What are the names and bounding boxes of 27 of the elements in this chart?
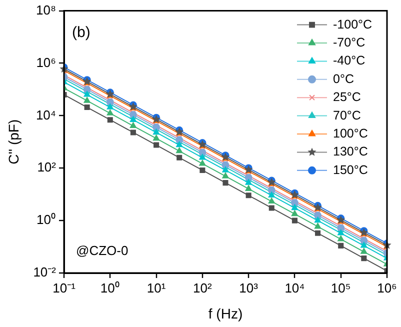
legend-label: 100°C — [333, 126, 368, 140]
y-tick-label: 10⁶ — [36, 54, 56, 70]
x-tick-label: 10⁶ — [377, 280, 397, 296]
y-tick-label: 10⁻² — [33, 264, 57, 280]
y-tick-label: 10⁸ — [36, 2, 56, 18]
x-tick-label: 10⁴ — [284, 280, 305, 296]
x-tick-label: 10³ — [239, 280, 259, 296]
x-tick-label: 10⁻¹ — [52, 280, 76, 296]
y-tick-label: 10⁴ — [36, 107, 56, 122]
legend-label: 150°C — [333, 162, 368, 177]
legend-label: -70°C — [333, 35, 366, 50]
x-axis-title: f (Hz) — [208, 305, 243, 322]
x-tick-label: 10⁵ — [330, 280, 351, 296]
annotation: @CZO-0 — [76, 243, 128, 258]
x-tick-label: 10¹ — [146, 280, 166, 296]
legend-label: 0°C — [333, 72, 354, 86]
legend-label: -40°C — [333, 54, 366, 68]
legend-label: 130°C — [333, 144, 368, 159]
y-tick-label: 10² — [37, 160, 57, 175]
y-tick-label: 10⁰ — [36, 212, 56, 228]
annotation: (b) — [72, 24, 90, 41]
x-tick-label: 10⁰ — [100, 280, 120, 296]
legend-label: -100°C — [333, 17, 372, 32]
legend-label: 25°C — [333, 90, 361, 104]
x-tick-label: 10² — [193, 280, 212, 296]
legend-label: 70°C — [333, 108, 361, 122]
y-axis-title: C'' (pF) — [5, 119, 22, 164]
